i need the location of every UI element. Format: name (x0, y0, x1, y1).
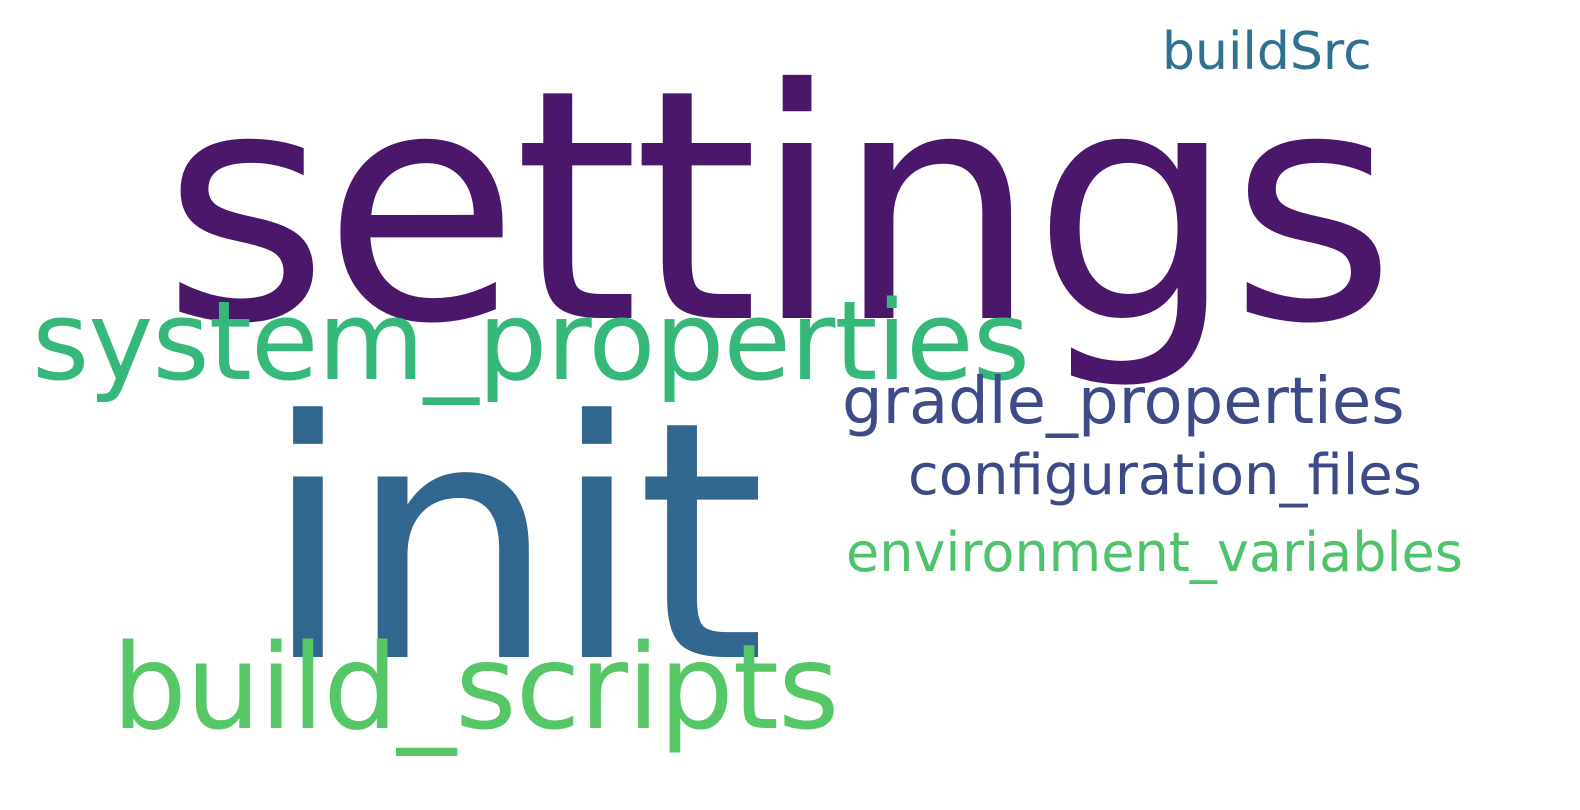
word-settings: settings (162, 22, 1396, 394)
word-build-scripts: build_scripts (112, 618, 839, 756)
word-system-properties: system_properties (32, 277, 1030, 405)
word-gradle-properties: gradle_properties (842, 365, 1405, 439)
word-buildsrc: buildSrc (1162, 22, 1372, 82)
word-init: init (262, 351, 766, 735)
word-configuration-files: configuration_files (908, 443, 1422, 508)
word-environment-variables: environment_variables (846, 521, 1463, 584)
